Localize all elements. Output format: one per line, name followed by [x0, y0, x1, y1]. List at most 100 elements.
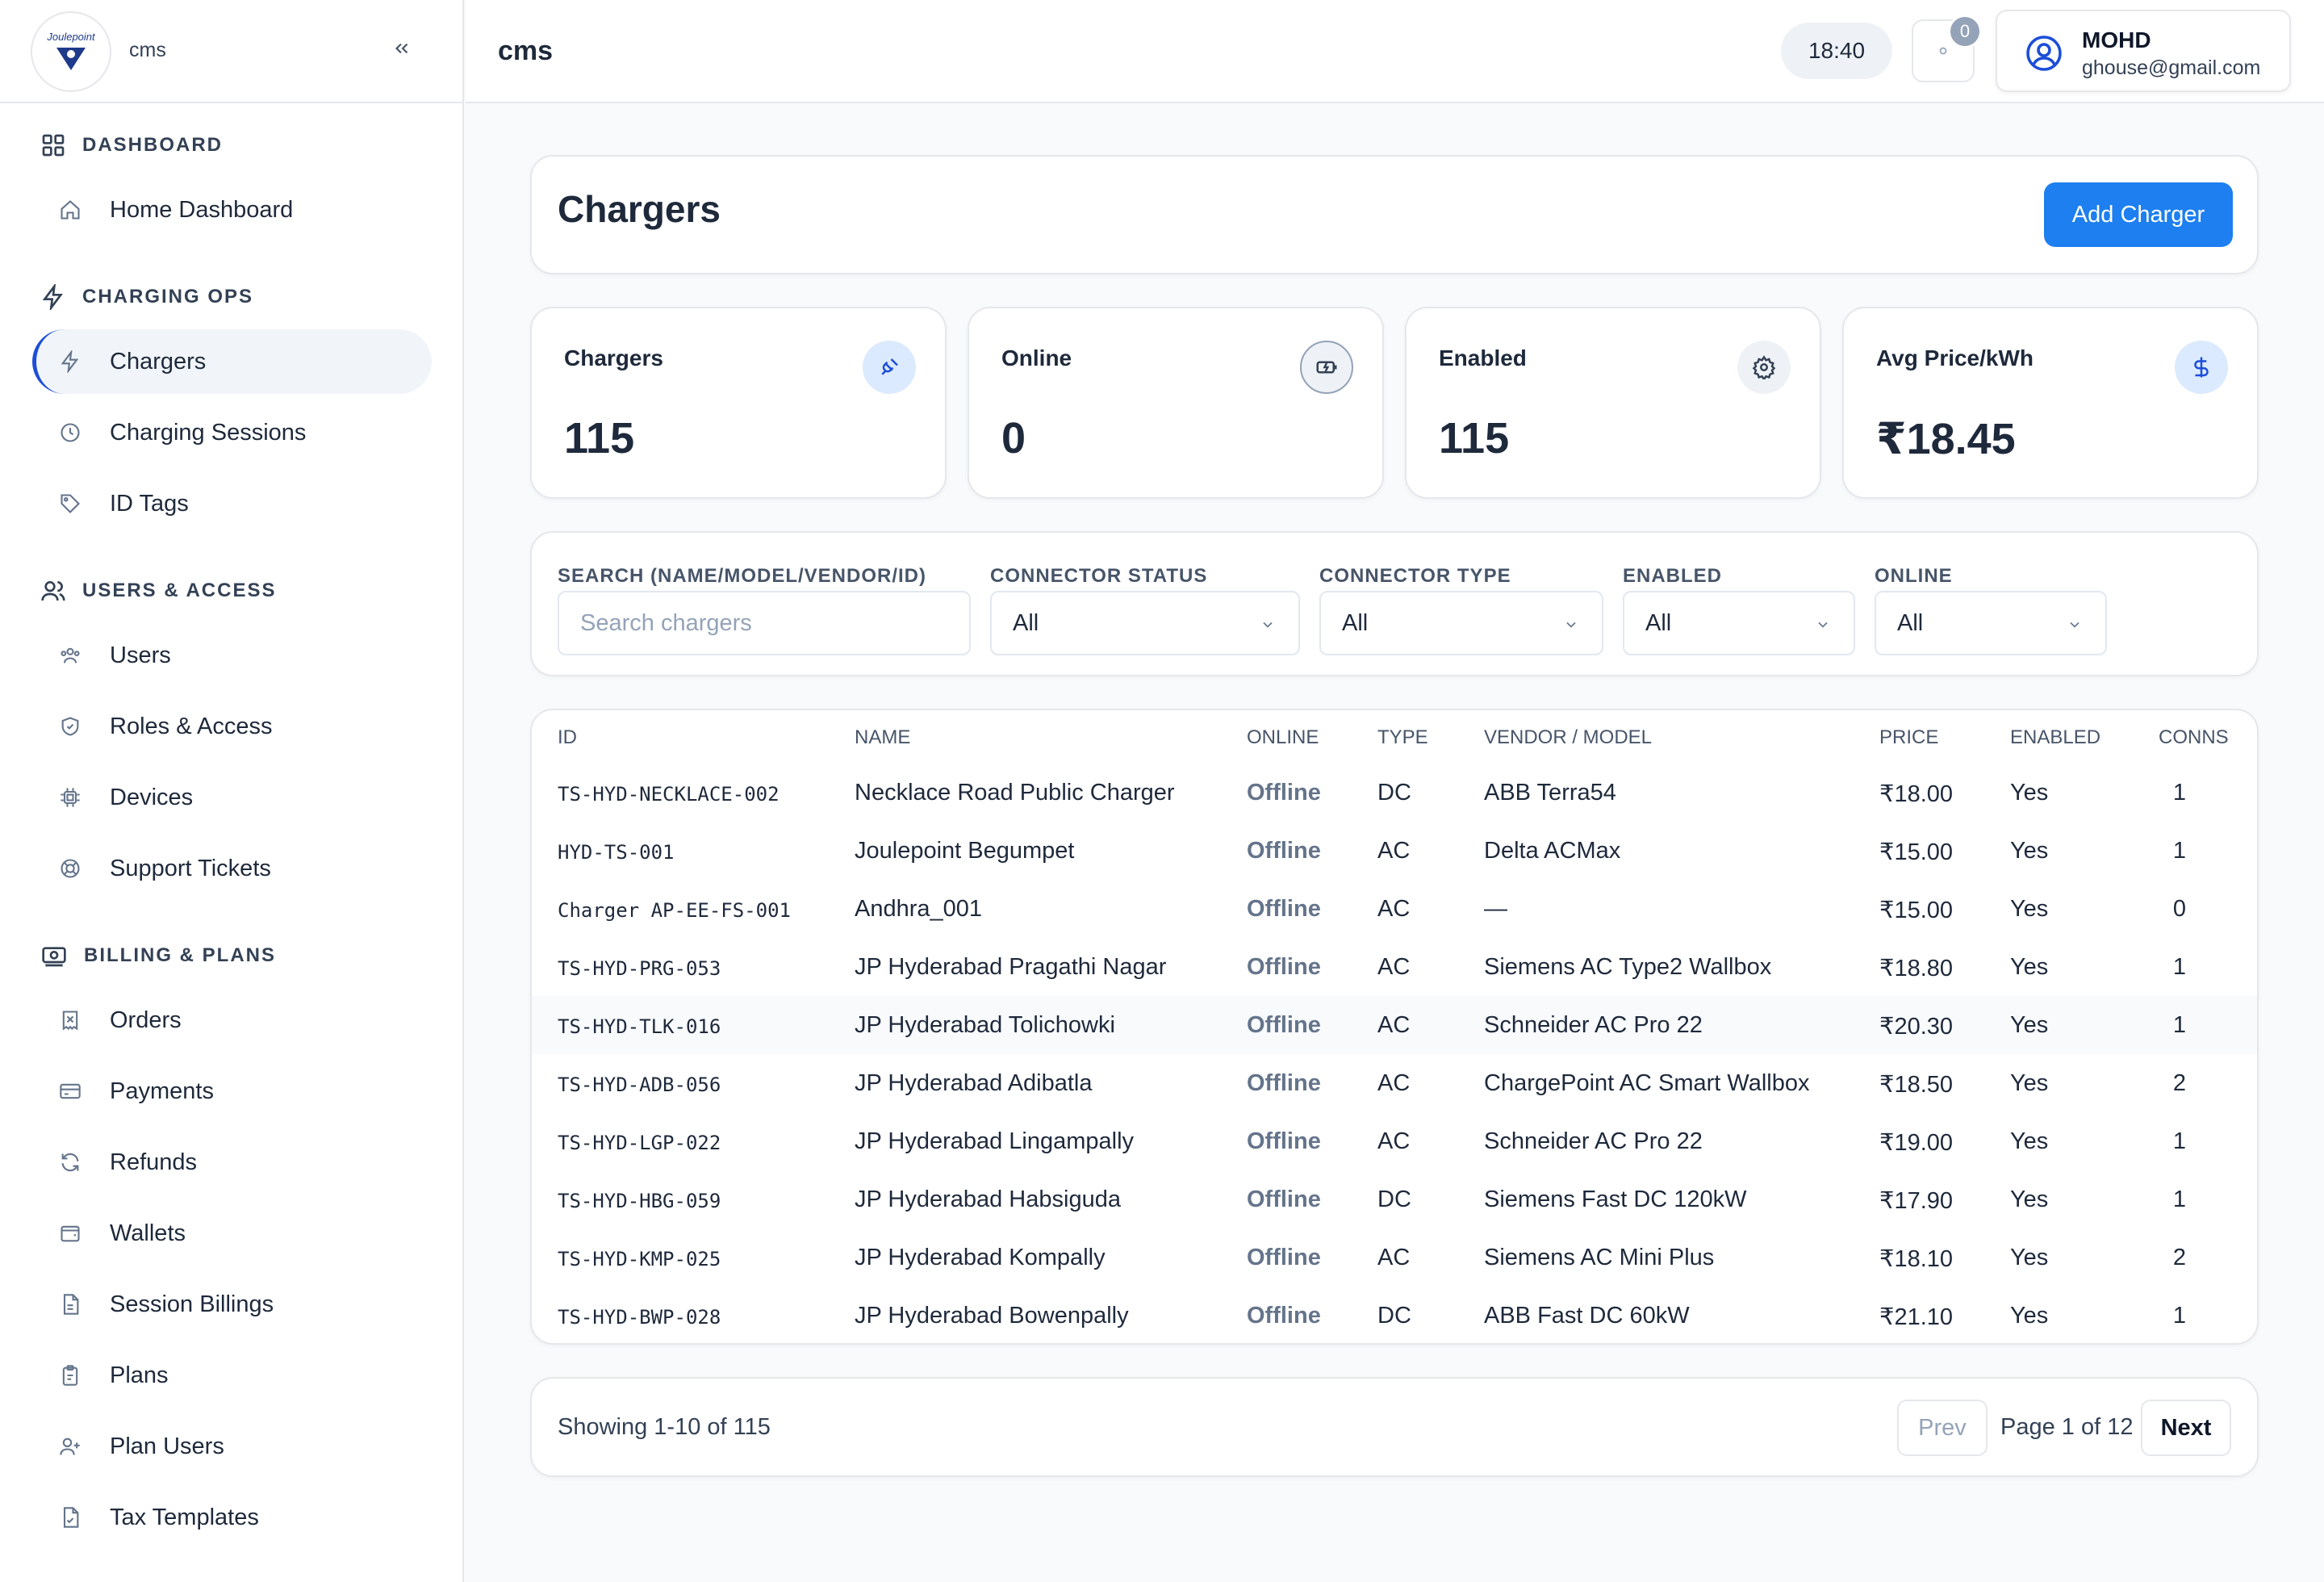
connector-type-select[interactable]: All: [1319, 591, 1603, 655]
sidebar-item-chargers[interactable]: Chargers: [32, 329, 432, 394]
sidebar: Joulepoint cms DASHBOARD Home Dashboard …: [0, 0, 464, 1582]
cell-online: Offline: [1247, 954, 1321, 980]
sidebar-item-wallets[interactable]: Wallets: [32, 1201, 432, 1266]
cell-conns: 1: [2172, 1012, 2187, 1038]
sidebar-item-label: Chargers: [110, 348, 207, 375]
cell-online: Offline: [1247, 1245, 1321, 1270]
user-plus-icon: [56, 1433, 84, 1460]
cell-name: Joulepoint Begumpet: [855, 838, 1075, 864]
cell-conns: 1: [2172, 1128, 2187, 1154]
column-header-conns[interactable]: CONNS: [2159, 726, 2229, 748]
cell-name: JP Hyderabad Kompally: [855, 1245, 1106, 1270]
cell-enabled: Yes: [2010, 896, 2049, 922]
topbar: cms 18:40 0 MOHD ghouse@gmail.com: [466, 0, 2324, 103]
stat-label: Online: [1001, 345, 1072, 370]
cell-enabled: Yes: [2010, 1070, 2049, 1096]
stat-label: Enabled: [1439, 345, 1527, 370]
sidebar-item-refunds[interactable]: Refunds: [32, 1130, 432, 1195]
table-row[interactable]: TS-HYD-NECKLACE-002 Necklace Road Public …: [532, 764, 2257, 822]
sidebar-item-roles-access[interactable]: Roles & Access: [32, 694, 432, 759]
sidebar-item-label: Orders: [110, 1007, 182, 1033]
sidebar-item-tax-templates[interactable]: Tax Templates: [32, 1485, 432, 1550]
cell-vendor-model: Siemens Fast DC 120kW: [1484, 1186, 1747, 1212]
column-header-type[interactable]: TYPE: [1377, 726, 1428, 748]
cell-name: JP Hyderabad Tolichowki: [855, 1012, 1115, 1038]
stat-label: Avg Price/kWh: [1876, 345, 2034, 370]
users-icon: [56, 642, 84, 669]
credit-card-icon: [56, 1078, 84, 1105]
cell-type: DC: [1377, 1303, 1411, 1329]
cell-price: ₹17.90: [1879, 1188, 1954, 1214]
column-header-vendor-model[interactable]: VENDOR / MODEL: [1484, 726, 1653, 748]
cell-type: DC: [1377, 1186, 1411, 1212]
table-row[interactable]: TS-HYD-BWP-028 JP Hyderabad Bowenpally Off…: [532, 1287, 2257, 1343]
sidebar-item-label: Session Billings: [110, 1291, 274, 1317]
sidebar-item-orders[interactable]: Orders: [32, 988, 432, 1053]
cell-name: JP Hyderabad Bowenpally: [855, 1303, 1129, 1329]
cell-price: ₹18.50: [1879, 1072, 1954, 1098]
sidebar-item-payments[interactable]: Payments: [32, 1059, 432, 1124]
sidebar-item-devices[interactable]: Devices: [32, 765, 432, 830]
table-row[interactable]: TS-HYD-LGP-022 JP Hyderabad Lingampally Of…: [532, 1112, 2257, 1170]
prev-page-button[interactable]: Prev: [1897, 1400, 1988, 1456]
cell-online: Offline: [1247, 1012, 1321, 1038]
next-page-button[interactable]: Next: [2141, 1400, 2231, 1456]
logo-text: Joulepoint: [47, 30, 95, 43]
cell-type: AC: [1377, 838, 1411, 864]
cell-name: JP Hyderabad Habsiguda: [855, 1186, 1121, 1212]
column-header-price[interactable]: PRICE: [1879, 726, 1939, 748]
receipt-icon: [56, 1007, 84, 1034]
connector-status-select[interactable]: All: [990, 591, 1300, 655]
search-input[interactable]: Search chargers: [558, 591, 971, 655]
cell-price: ₹18.10: [1879, 1246, 1954, 1272]
stat-card-enabled: Enabled 115: [1405, 307, 1821, 499]
app-logo[interactable]: Joulepoint: [31, 11, 111, 92]
sidebar-item-plan-users[interactable]: Plan Users: [32, 1414, 432, 1479]
cell-id: TS-HYD-LGP-022: [558, 1132, 721, 1154]
collapse-sidebar-button[interactable]: [386, 32, 418, 65]
cell-online: Offline: [1247, 838, 1321, 864]
section-title: USERS & ACCESS: [82, 580, 277, 601]
table-row[interactable]: TS-HYD-TLK-016 JP Hyderabad Tolichowki Off…: [532, 996, 2257, 1054]
tag-icon: [56, 490, 84, 517]
column-header-online[interactable]: ONLINE: [1247, 726, 1319, 748]
lifebuoy-icon: [56, 855, 84, 882]
sidebar-item-label: Charging Sessions: [110, 419, 307, 446]
column-header-id[interactable]: ID: [558, 726, 577, 748]
table-row[interactable]: TS-HYD-KMP-025 JP Hyderabad Kompally Offli…: [532, 1228, 2257, 1287]
sidebar-item-plans[interactable]: Plans: [32, 1343, 432, 1408]
cell-conns: 1: [2172, 838, 2187, 864]
table-row[interactable]: TS-HYD-ADB-056 JP Hyderabad Adibatla Offli…: [532, 1054, 2257, 1112]
table-row[interactable]: TS-HYD-PRG-053 JP Hyderabad Pragathi Naga…: [532, 938, 2257, 996]
user-menu[interactable]: MOHD ghouse@gmail.com: [1996, 10, 2291, 92]
online-label: ONLINE: [1875, 565, 1953, 587]
sidebar-item-session-billings[interactable]: Session Billings: [32, 1272, 432, 1337]
page-indicator: Page 1 of 12: [2000, 1414, 2134, 1440]
sidebar-item-home-dashboard[interactable]: Home Dashboard: [32, 178, 432, 242]
add-charger-button[interactable]: Add Charger: [2044, 182, 2233, 247]
cell-id: TS-HYD-KMP-025: [558, 1248, 721, 1270]
sidebar-item-users[interactable]: Users: [32, 623, 432, 688]
section-billing-plans: BILLING & PLANS: [40, 940, 276, 972]
sidebar-item-label: Tax Templates: [110, 1504, 259, 1530]
sidebar-item-charging-sessions[interactable]: Charging Sessions: [32, 400, 432, 465]
clock: 18:40: [1781, 23, 1892, 79]
cell-id: TS-HYD-NECKLACE-002: [558, 783, 780, 806]
sidebar-item-id-tags[interactable]: ID Tags: [32, 471, 432, 536]
online-select[interactable]: All: [1875, 591, 2107, 655]
home-icon: [56, 196, 84, 224]
table-row[interactable]: Charger AP-EE-FS-001 Andhra_001 Offline AC —…: [532, 880, 2257, 938]
notifications-button[interactable]: [1912, 19, 1975, 82]
cell-id: TS-HYD-PRG-053: [558, 957, 721, 980]
cell-name: Necklace Road Public Charger: [855, 780, 1175, 806]
column-header-enabled[interactable]: ENABLED: [2010, 726, 2101, 748]
search-label: SEARCH (NAME/MODEL/VENDOR/ID): [558, 565, 927, 587]
stat-label: Chargers: [564, 345, 663, 370]
table-row[interactable]: HYD-TS-001 Joulepoint Begumpet Offline AC De…: [532, 822, 2257, 880]
sidebar-item-support-tickets[interactable]: Support Tickets: [32, 836, 432, 901]
user-avatar-icon: [2026, 36, 2062, 71]
enabled-select[interactable]: All: [1623, 591, 1855, 655]
column-header-name[interactable]: NAME: [855, 726, 911, 748]
sidebar-item-label: Payments: [110, 1078, 214, 1104]
table-row[interactable]: TS-HYD-HBG-059 JP Hyderabad Habsiguda Offl…: [532, 1170, 2257, 1228]
